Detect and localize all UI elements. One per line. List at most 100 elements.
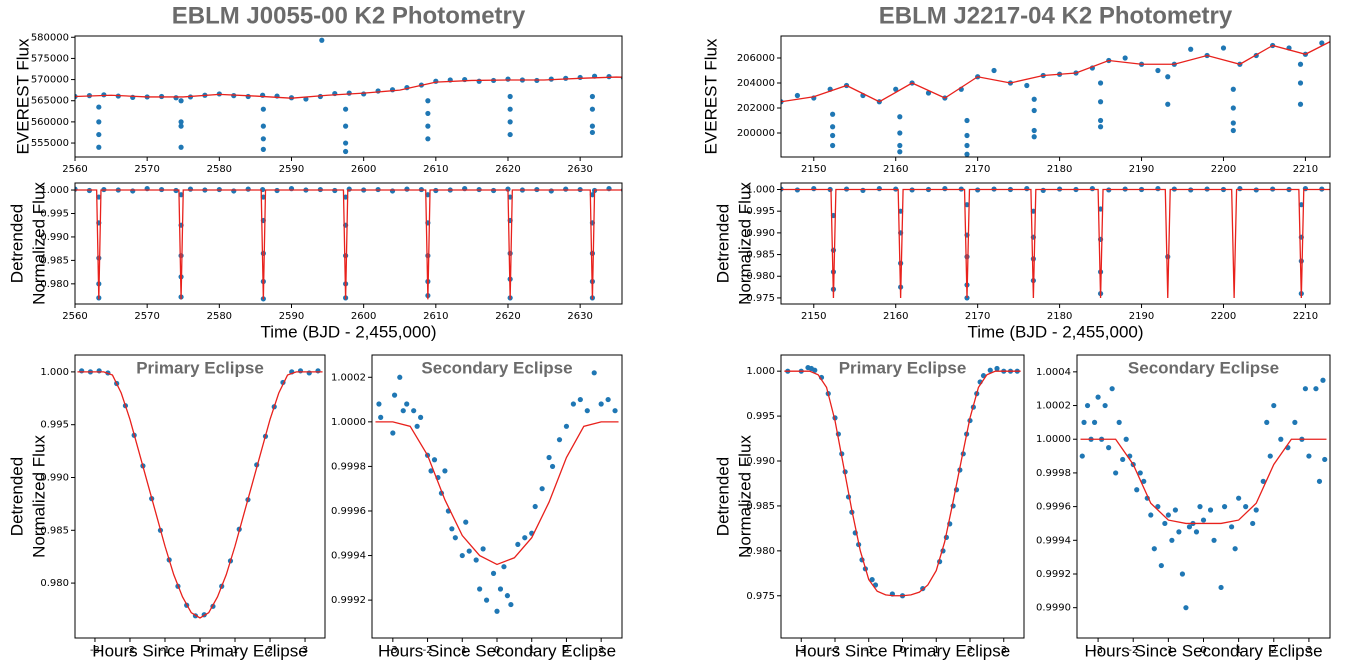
y-tick-label: 575000 [31,53,69,64]
y-tick-label: 580000 [31,32,69,43]
x-tick-label: 2150 [801,164,826,175]
data-point [1298,258,1304,264]
panel-title: Primary Eclipse [136,358,264,377]
x-axis-label: Time (BJD - 2,455,000) [260,322,436,341]
y-axis-label: Detrended [7,204,26,283]
data-point [260,250,266,256]
x-axis-label: Hours Since Primary Eclipse [92,641,307,660]
data-point [1183,605,1189,611]
x-tick-label: -2 [125,645,135,656]
data-point [1024,82,1030,89]
y-tick-label: 0.990 [40,472,69,483]
y-tick-label: 1.0002 [331,372,366,383]
data-point [1172,507,1178,513]
data-point [1297,101,1304,107]
data-point [589,123,596,129]
x-tick-label: 2180 [1047,164,1072,175]
data-point [507,131,513,138]
x-tick-label: 2570 [134,311,159,322]
data-point [343,140,349,146]
data-point [96,144,102,150]
data-point [452,535,458,541]
data-point [507,93,513,100]
y-tick-label: 0.9996 [331,506,366,517]
data-point [1165,101,1171,107]
x-tick-label: 2170 [965,311,990,322]
data-point [418,414,424,420]
x-tick-label: 1 [529,645,535,656]
data-point [577,74,583,81]
data-point [449,526,455,532]
data-point [1313,386,1319,392]
data-point [897,114,903,120]
data-point [178,119,184,125]
x-tick-label: 3 [1306,645,1312,656]
data-point [411,408,417,414]
model-line [781,188,1330,298]
data-point [463,519,469,525]
data-point [1230,120,1236,126]
data-point [1148,512,1154,518]
data-point [1097,124,1104,130]
y-tick-label: 206000 [737,53,775,64]
y-tick-label: 0.995 [746,206,775,217]
data-point [1162,520,1168,527]
data-point [794,92,800,99]
data-point [507,250,513,256]
data-point [548,188,554,194]
x-tick-label: -3 [1093,645,1103,656]
data-point [1292,419,1298,425]
x-axis-label: Hours Since Primary Eclipse [795,641,1010,660]
x-tick-label: 2600 [351,164,376,175]
x-axis-label: Hours Since Secondary Eclipse [1084,641,1322,660]
y-tick-label: 204000 [737,78,775,89]
x-tick-label: 2580 [207,311,232,322]
x-tick-label: 2 [967,645,973,656]
data-point [1220,45,1227,51]
data-point [343,148,349,155]
y-tick-label: 1.000 [40,367,69,378]
data-point [1320,377,1326,383]
data-point [504,593,511,599]
data-point [1113,470,1119,476]
data-point [297,368,304,374]
y-tick-label: 0.995 [40,208,69,219]
y-tick-label: 0.985 [746,250,775,261]
data-point [964,132,970,139]
data-point [187,186,194,192]
data-point [964,151,970,157]
data-point [1155,67,1161,74]
data-point [173,95,179,101]
data-point [876,186,882,192]
x-tick-label: 0 [197,645,203,656]
y-tick-label: 0.985 [40,525,69,536]
data-point [505,76,511,82]
x-tick-label: 2180 [1047,311,1072,322]
data-point [1200,517,1207,523]
y-tick-label: 0.9996 [1036,502,1071,513]
data-point [1024,186,1030,192]
data-point [376,401,382,407]
data-point [1097,99,1104,105]
data-point [346,90,352,96]
x-tick-label: -2 [1128,645,1138,656]
data-point [425,98,431,104]
y-tick-label: 0.990 [40,232,69,243]
data-point [507,119,513,125]
data-point [414,423,420,429]
data-point [1298,202,1304,208]
data-point [1031,96,1037,102]
data-point [404,401,410,407]
y-tick-label: 1.0002 [1036,401,1071,412]
x-tick-label: 2 [1271,645,1277,656]
data-point [431,457,438,463]
y-tick-label: 1.000 [40,185,69,196]
data-point [1271,402,1277,409]
x-tick-label: 3 [598,645,604,656]
data-point [598,401,604,407]
y-tick-label: 0.985 [40,255,69,266]
chart-title: EBLM J0055-00 K2 Photometry [172,2,526,29]
y-tick-label: 0.980 [746,271,775,282]
data-point [964,202,970,208]
data-point [96,194,102,200]
